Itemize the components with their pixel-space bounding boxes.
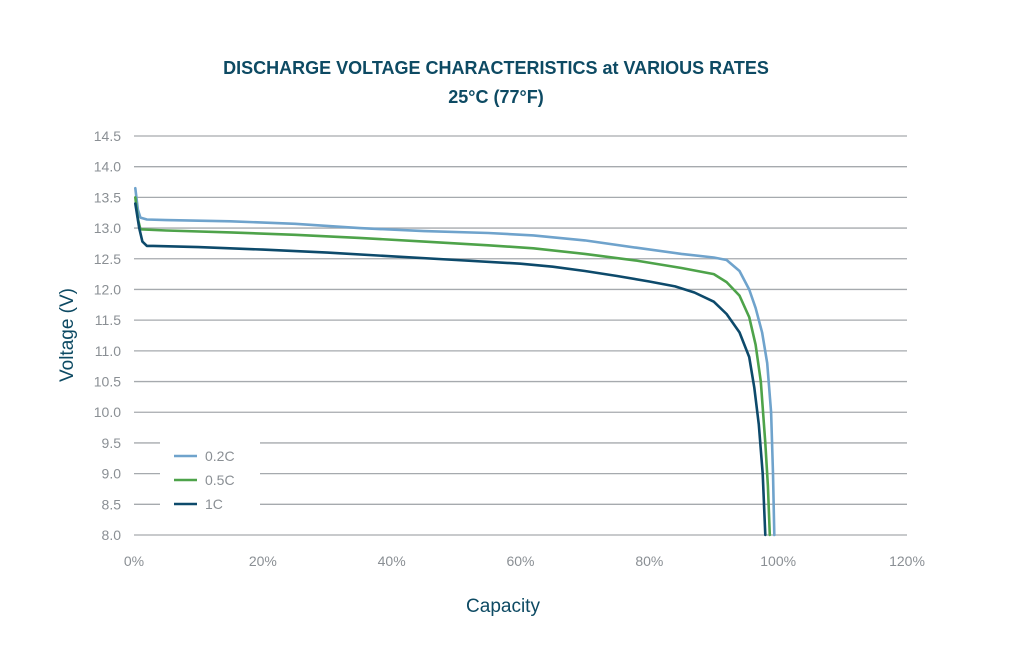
x-tick-label: 0%	[124, 553, 144, 569]
series-line-1c	[134, 202, 767, 537]
y-tick-label: 9.5	[102, 435, 122, 451]
y-tick-label: 11.0	[95, 343, 121, 359]
chart-subtitle: 25°C (77°F)	[448, 87, 543, 107]
legend-label: 1C	[205, 496, 223, 512]
series-line-0-5c	[134, 196, 772, 537]
legend-label: 0.2C	[205, 448, 235, 464]
chart-title: DISCHARGE VOLTAGE CHARACTERISTICS at VAR…	[223, 58, 769, 78]
series-line-0-2c	[134, 186, 776, 537]
legend: 0.2C 0.5C 1C	[160, 438, 260, 518]
x-tick-label: 80%	[635, 553, 663, 569]
y-tick-label: 9.0	[102, 466, 122, 482]
y-tick-label: 12.5	[94, 251, 121, 267]
x-tick-label: 60%	[506, 553, 534, 569]
y-tick-label: 14.0	[94, 159, 121, 175]
y-axis-title: Voltage (V)	[57, 288, 78, 382]
x-axis-title: Capacity	[466, 596, 540, 617]
y-tick-label: 8.0	[102, 527, 122, 543]
series-lines	[134, 186, 776, 537]
legend-label: 0.5C	[205, 472, 235, 488]
y-tick-label: 10.0	[94, 404, 121, 420]
y-tick-label: 13.5	[94, 189, 121, 205]
x-tick-label: 120%	[889, 553, 925, 569]
x-axis-ticks: 0% 20% 40% 60% 80% 100% 120%	[124, 553, 925, 569]
y-axis-ticks: 8.0 8.5 9.0 9.5 10.0 10.5 11.0 11.5 12.0 12.5 13.0…	[94, 128, 121, 543]
y-tick-label: 13.0	[94, 220, 121, 236]
x-tick-label: 100%	[760, 553, 796, 569]
y-tick-label: 11.5	[95, 312, 121, 328]
y-tick-label: 8.5	[102, 496, 122, 512]
x-tick-label: 40%	[378, 553, 406, 569]
y-tick-label: 10.5	[94, 374, 121, 390]
x-tick-label: 20%	[249, 553, 277, 569]
y-tick-label: 12.0	[94, 281, 121, 297]
y-tick-label: 14.5	[94, 128, 121, 144]
grid-lines	[134, 135, 907, 536]
